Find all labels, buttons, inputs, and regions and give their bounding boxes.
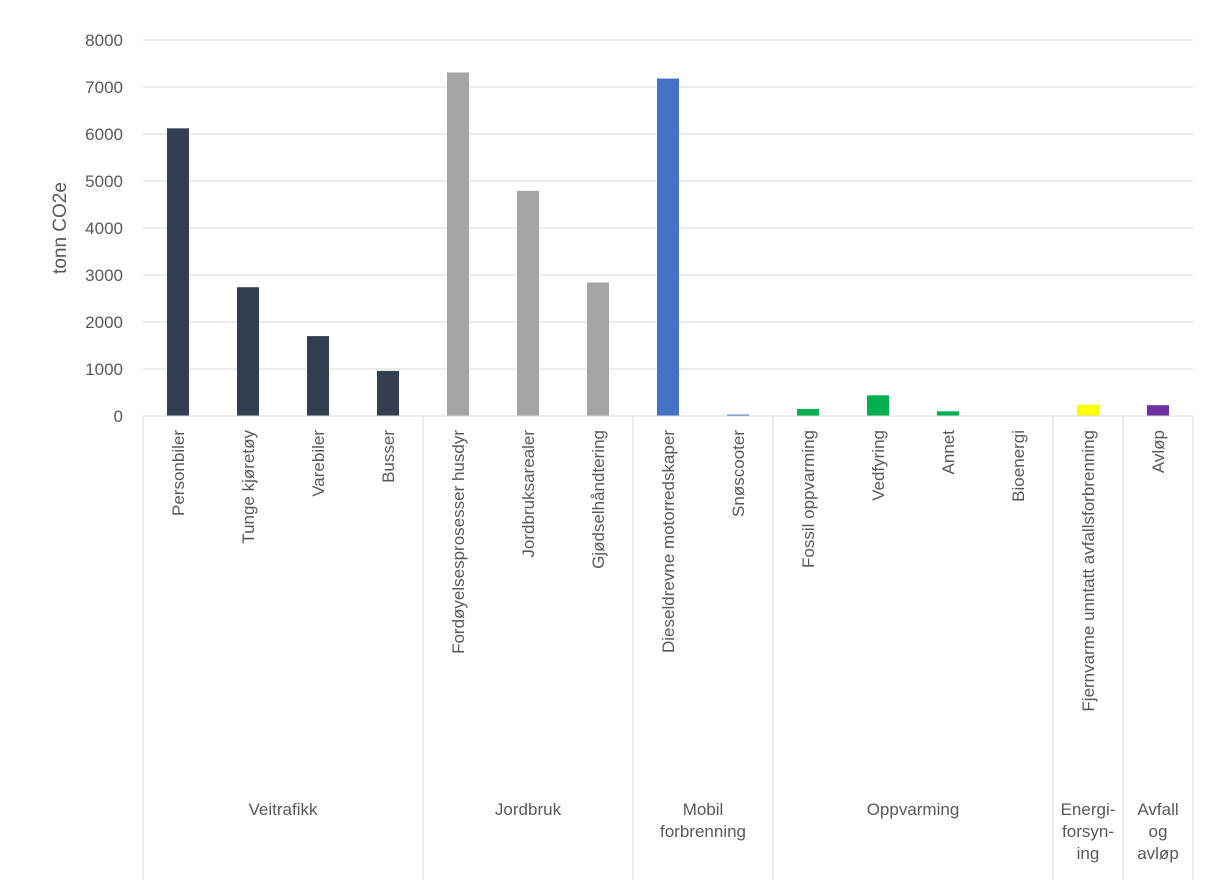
category-label: Dieseldrevne motorredskaper — [659, 430, 678, 653]
bar — [377, 370, 399, 416]
group-label: Jordbruk — [495, 800, 562, 819]
category-label: Personbiler — [169, 430, 188, 516]
bar — [447, 72, 469, 417]
group-label: Avfall — [1137, 800, 1178, 819]
category-label: Busser — [379, 430, 398, 483]
y-tick-label: 3000 — [85, 266, 123, 285]
bar — [1077, 404, 1099, 416]
category-label: Fordøyelsesprosesser husdyr — [449, 430, 468, 654]
group-label: Oppvarming — [867, 800, 960, 819]
category-label: Snøscooter — [729, 430, 748, 517]
category-label: Bioenergi — [1009, 430, 1028, 502]
group-label: avløp — [1137, 844, 1179, 863]
group-label: og — [1149, 822, 1168, 841]
bar — [727, 414, 749, 416]
category-label: Fossil oppvarming — [799, 430, 818, 568]
bar — [237, 287, 259, 416]
bar — [937, 411, 959, 416]
category-label: Jordbruksarealer — [519, 430, 538, 558]
bar — [797, 408, 819, 416]
bar — [587, 282, 609, 416]
group-label: forbrenning — [660, 822, 746, 841]
y-tick-label: 4000 — [85, 219, 123, 238]
y-tick-label: 8000 — [85, 31, 123, 50]
group-label: Energi- — [1061, 800, 1116, 819]
group-label: Veitrafikk — [249, 800, 318, 819]
category-label: Annet — [939, 430, 958, 475]
category-label: Fjernvarme unntatt avfallsforbrenning — [1079, 430, 1098, 712]
bar — [1147, 405, 1169, 416]
bar — [657, 78, 679, 416]
y-tick-label: 2000 — [85, 313, 123, 332]
bar — [307, 336, 329, 416]
category-label: Avløp — [1149, 430, 1168, 473]
y-tick-label: 6000 — [85, 125, 123, 144]
category-label: Gjødselhåndtering — [589, 430, 608, 569]
y-axis-title: tonn CO2e — [50, 182, 71, 274]
y-tick-label: 0 — [114, 407, 123, 426]
bar — [167, 128, 189, 417]
bar — [867, 395, 889, 416]
y-tick-label: 1000 — [85, 360, 123, 379]
y-tick-label: 7000 — [85, 78, 123, 97]
bar — [517, 190, 539, 416]
y-tick-label: 5000 — [85, 172, 123, 191]
group-label: Mobil — [683, 800, 724, 819]
group-label: forsyn- — [1062, 822, 1114, 841]
category-label: Vedfyring — [869, 430, 888, 501]
category-label: Varebiler — [309, 430, 328, 497]
category-label: Tunge kjøretøy — [239, 430, 258, 544]
group-label: ing — [1077, 844, 1100, 863]
